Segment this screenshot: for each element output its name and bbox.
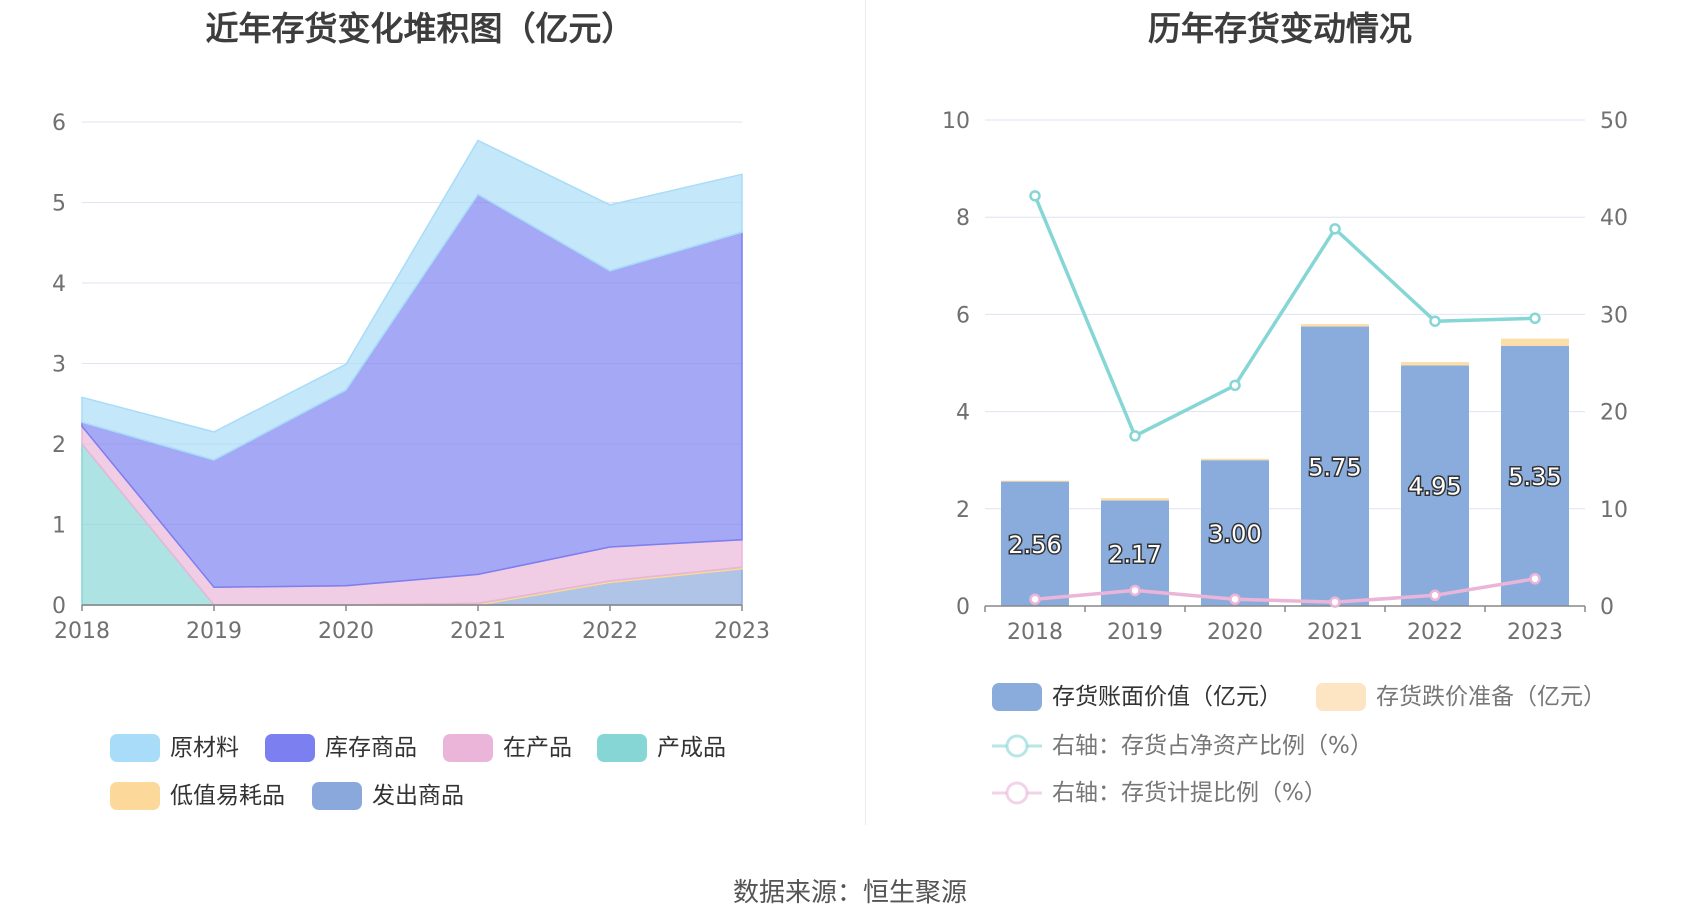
x-tick-label: 2023 — [1507, 620, 1563, 645]
x-tick-label: 2018 — [54, 619, 110, 644]
y-tick-label: 4 — [52, 272, 66, 297]
y2-tick-label: 50 — [1600, 109, 1628, 134]
legend-line-swatch — [992, 734, 1042, 758]
y-tick-label: 2 — [956, 498, 970, 523]
data-source: 数据来源：恒生聚源 — [732, 878, 967, 908]
legend-swatch — [992, 683, 1042, 711]
bar-value-label: 5.75 — [1308, 453, 1361, 481]
y-tick-label: 6 — [52, 111, 66, 136]
bar-book-value — [1001, 481, 1069, 606]
y-tick-label: 0 — [52, 594, 66, 619]
line-point — [1029, 190, 1041, 202]
line-point — [1129, 584, 1141, 597]
line-point — [1229, 593, 1241, 605]
line-point — [1429, 315, 1441, 327]
legend-swatch — [443, 734, 493, 762]
legend-swatch — [597, 734, 647, 762]
y-tick-label: 8 — [956, 206, 970, 231]
bar-book-value — [1201, 460, 1269, 606]
y-tick-label: 2 — [52, 433, 66, 458]
legend-marker — [1005, 734, 1029, 758]
legend-label: 低值易耗品 — [170, 783, 285, 809]
bar-value-label: 5.35 — [1508, 463, 1561, 491]
y2-tick-label: 10 — [1600, 498, 1628, 523]
x-tick-label: 2018 — [1007, 620, 1063, 645]
x-tick-label: 2021 — [1307, 620, 1363, 645]
bar-value-label: 3.00 — [1208, 520, 1261, 548]
legend-label: 原材料 — [170, 735, 239, 761]
line-series-1 — [1033, 195, 1536, 439]
legend-swatch — [110, 734, 160, 762]
y-tick-label: 10 — [942, 109, 970, 134]
left-chart-title: 近年存货变化堆积图（亿元） — [205, 9, 635, 48]
bar-value-label: 2.56 — [1008, 531, 1061, 559]
y2-tick-label: 0 — [1600, 595, 1614, 620]
x-tick-label: 2019 — [186, 619, 242, 644]
y-tick-label: 3 — [52, 353, 66, 378]
y-tick-label: 5 — [52, 192, 66, 217]
bar-value-label: 2.17 — [1108, 540, 1161, 568]
legend-label: 存货跌价准备（亿元） — [1376, 684, 1606, 710]
bar-provision — [1201, 458, 1269, 461]
x-tick-label: 2021 — [450, 619, 506, 644]
legend-swatch — [312, 782, 362, 810]
bar-provision — [1401, 362, 1469, 366]
bar-value-label: 4.95 — [1408, 473, 1461, 501]
y-tick-label: 4 — [956, 401, 970, 426]
legend-label: 右轴：存货占净资产比例（%） — [1052, 733, 1373, 759]
bar-provision — [1001, 480, 1069, 482]
line-point — [1329, 596, 1341, 608]
y-tick-label: 6 — [956, 303, 970, 328]
x-tick-label: 2020 — [1207, 620, 1263, 645]
x-tick-label: 2022 — [582, 619, 638, 644]
legend-swatch — [265, 734, 315, 762]
line-point — [1529, 573, 1541, 585]
charts-canvas: 0 1 2 3 4 5 6 2018 2019 2020 2021 2022 2023 0 2 4 6 8 10 0 1… — [52, 109, 1628, 645]
y2-tick-label: 40 — [1600, 206, 1628, 231]
legend-label: 右轴：存货计提比例（%） — [1052, 780, 1327, 806]
bar-provision — [1301, 324, 1369, 327]
line-point — [1529, 312, 1541, 325]
x-tick-label: 2019 — [1107, 620, 1163, 645]
legend-label: 库存商品 — [325, 735, 417, 761]
legend-marker — [1005, 781, 1029, 805]
legend-swatch — [1316, 683, 1366, 711]
y2-tick-label: 30 — [1600, 303, 1628, 328]
legend-label: 在产品 — [503, 735, 572, 761]
line-point — [1029, 593, 1041, 605]
line-point — [1329, 223, 1341, 235]
legend-label: 发出商品 — [372, 783, 464, 809]
bar-book-value — [1401, 365, 1469, 606]
legend-line-swatch — [992, 781, 1042, 805]
bar-provision — [1101, 498, 1169, 501]
legend-swatch — [110, 782, 160, 810]
line-point — [1129, 430, 1141, 442]
y-tick-label: 0 — [956, 595, 970, 620]
y2-tick-label: 20 — [1600, 401, 1628, 426]
x-tick-label: 2020 — [318, 619, 374, 644]
line-series-2 — [1034, 577, 1536, 604]
y-tick-label: 1 — [52, 514, 66, 539]
x-tick-label: 2023 — [714, 619, 770, 644]
line-point — [1229, 379, 1241, 392]
bar-provision — [1501, 338, 1569, 346]
bar-book-value — [1301, 326, 1369, 606]
panel-divider — [865, 0, 866, 825]
legend-label: 产成品 — [657, 735, 726, 761]
line-point — [1429, 589, 1441, 602]
legend-label: 存货账面价值（亿元） — [1052, 684, 1282, 710]
x-tick-label: 2022 — [1407, 620, 1463, 645]
area-series-1 — [81, 139, 743, 461]
bar-book-value — [1501, 345, 1569, 606]
right-chart-title: 历年存货变动情况 — [1148, 9, 1412, 48]
